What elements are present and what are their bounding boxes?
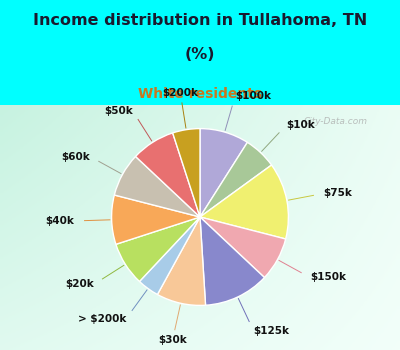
Text: > $200k: > $200k [78, 314, 126, 324]
Wedge shape [173, 128, 200, 217]
Text: $10k: $10k [286, 120, 315, 131]
Wedge shape [112, 195, 200, 244]
Wedge shape [140, 217, 200, 294]
Text: $100k: $100k [235, 91, 271, 102]
Text: $150k: $150k [310, 273, 346, 282]
Wedge shape [200, 217, 264, 305]
Text: White residents: White residents [138, 88, 262, 102]
Text: Income distribution in Tullahoma, TN: Income distribution in Tullahoma, TN [33, 13, 367, 28]
Wedge shape [200, 165, 288, 239]
Text: City-Data.com: City-Data.com [304, 117, 368, 126]
Text: $40k: $40k [46, 216, 74, 226]
Text: $200k: $200k [162, 88, 198, 98]
Wedge shape [136, 133, 200, 217]
Text: $30k: $30k [158, 335, 187, 344]
Wedge shape [158, 217, 206, 306]
Wedge shape [200, 217, 286, 278]
Text: $60k: $60k [61, 152, 90, 161]
Text: $20k: $20k [65, 279, 94, 289]
Text: (%): (%) [185, 47, 215, 62]
Wedge shape [114, 156, 200, 217]
Wedge shape [200, 128, 247, 217]
Wedge shape [116, 217, 200, 281]
Text: $125k: $125k [254, 326, 290, 336]
Text: $50k: $50k [104, 106, 133, 116]
Wedge shape [200, 142, 272, 217]
Text: $75k: $75k [323, 188, 352, 198]
